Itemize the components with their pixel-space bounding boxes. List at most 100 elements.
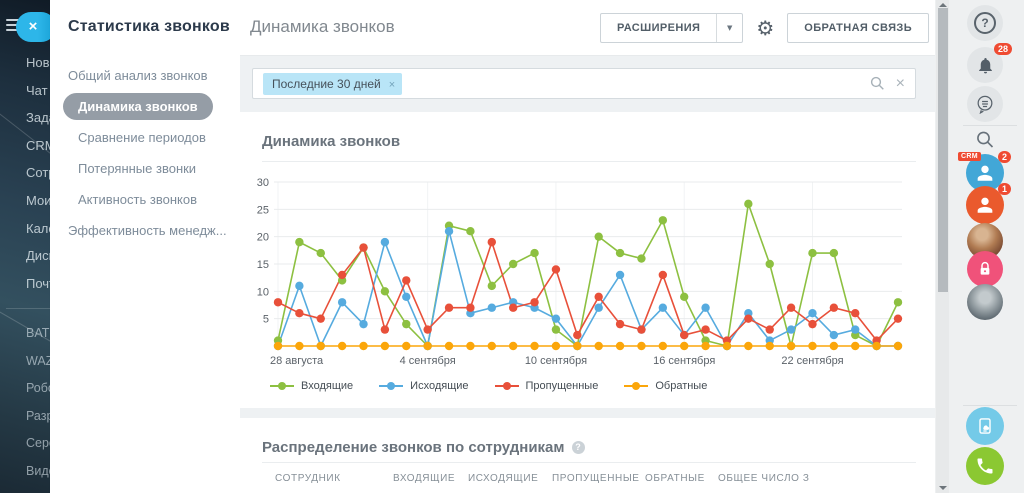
chart-legend: Входящие Исходящие Пропущенные Обратные: [270, 380, 707, 392]
svg-text:10: 10: [257, 286, 269, 298]
svg-text:25: 25: [257, 204, 269, 216]
search-icon[interactable]: [870, 76, 885, 91]
legend-item-missed[interactable]: Пропущенные: [494, 380, 599, 392]
page-header: Динамика звонков РАСШИРЕНИЯ ▼ ⚙ ОБРАТНАЯ…: [240, 0, 935, 56]
column-header-outgoing[interactable]: ИСХОДЯЩИЕ: [468, 473, 539, 484]
nav-item[interactable]: WAZ: [26, 353, 50, 368]
legend-item-outgoing[interactable]: Исходящие: [379, 380, 469, 392]
scroll-up-arrow[interactable]: [939, 3, 947, 7]
chart-title: Динамика звонков: [262, 133, 401, 150]
legend-marker: [624, 382, 649, 390]
svg-text:10 сентября: 10 сентября: [525, 355, 587, 367]
sidebar-item-call-activity[interactable]: Активность звонков: [78, 192, 197, 207]
filter-chip-last-30-days[interactable]: Последние 30 дней ×: [263, 73, 403, 95]
stats-sidebar: Статистика звонков Общий анализ звонков …: [50, 0, 240, 493]
divider: [963, 125, 1017, 126]
clear-filter-icon[interactable]: ×: [895, 74, 905, 92]
phone-icon: [977, 458, 993, 474]
filter-bar[interactable]: Последние 30 дней × ×: [252, 68, 916, 99]
chip-label: Последние 30 дней: [272, 77, 381, 91]
crm-badge: 2: [997, 151, 1011, 163]
device-cloud-icon: [979, 418, 991, 434]
right-toolbar: ? 28: [935, 0, 1024, 493]
nav-item[interactable]: CRM: [26, 137, 50, 153]
column-header-incoming[interactable]: ВХОДЯЩИЕ: [393, 473, 456, 484]
legend-item-callback[interactable]: Обратные: [624, 380, 707, 392]
nav-item[interactable]: Зада: [26, 110, 50, 126]
nav-item[interactable]: Мои: [26, 192, 50, 208]
divider: [262, 462, 916, 463]
sidebar-item-period-comparison[interactable]: Сравнение периодов: [78, 130, 206, 145]
svg-text:30: 30: [257, 177, 269, 189]
nav-item[interactable]: Сере: [26, 436, 50, 451]
divider: [963, 405, 1017, 406]
nav-item[interactable]: Чат: [26, 82, 48, 98]
telephony-button[interactable]: [966, 447, 1004, 485]
extensions-button[interactable]: РАСШИРЕНИЯ ▼: [599, 13, 744, 43]
info-icon[interactable]: ?: [571, 441, 585, 454]
nav-item[interactable]: Почт: [26, 275, 50, 291]
content-area: Последние 30 дней × × Динамика звонков 5 1…: [240, 56, 935, 493]
svg-text:28 августа: 28 августа: [270, 355, 324, 367]
chevron-down-icon[interactable]: ▼: [716, 14, 742, 42]
search-button[interactable]: [976, 130, 995, 154]
nav-item[interactable]: BATC: [26, 326, 50, 340]
secondary-nav: BATC WAZ Робо Разр Сере Виде: [0, 320, 50, 486]
legend-item-incoming[interactable]: Входящие: [270, 380, 353, 392]
main-content: Динамика звонков РАСШИРЕНИЯ ▼ ⚙ ОБРАТНАЯ…: [240, 0, 935, 493]
call-dynamics-line-chart: 5 10 15 20 25 30 28 августа 4 сентября 10 сентяб…: [248, 174, 916, 374]
close-menu-button[interactable]: ×: [16, 12, 50, 42]
locked-user-button[interactable]: [967, 251, 1003, 287]
mobile-app-button[interactable]: [966, 407, 1004, 445]
nav-item[interactable]: Робо: [26, 381, 50, 396]
chat-button[interactable]: [967, 86, 1003, 122]
nav-item[interactable]: Сотр: [26, 165, 50, 181]
question-icon: ?: [974, 12, 996, 34]
svg-text:4 сентября: 4 сентября: [400, 355, 456, 367]
hamburger-menu-icon[interactable]: [6, 19, 24, 33]
nav-item[interactable]: Кале: [26, 220, 50, 236]
scrollbar-track[interactable]: [936, 0, 949, 493]
column-header-callback[interactable]: ОБРАТНЫЕ: [645, 473, 705, 484]
employee-button[interactable]: 1: [966, 183, 1011, 224]
column-header-employee[interactable]: СОТРУДНИК: [275, 473, 341, 484]
user-avatar[interactable]: [967, 284, 1003, 320]
close-icon: ×: [28, 18, 38, 35]
chip-remove-icon[interactable]: ×: [388, 79, 396, 91]
nav-item[interactable]: Нов: [26, 55, 50, 70]
legend-marker: [270, 382, 294, 390]
chart-panel: Динамика звонков 5 10 15 20 25 30 28 августа 4 …: [240, 112, 935, 408]
lock-icon: [980, 261, 990, 275]
distribution-panel: Распределение звонков по сотрудникам? СО…: [240, 418, 935, 493]
nav-item[interactable]: Виде: [26, 463, 50, 478]
person-icon: [977, 197, 993, 213]
legend-marker: [379, 382, 404, 390]
feedback-label: ОБРАТНАЯ СВЯЗЬ: [804, 22, 912, 34]
nav-item[interactable]: Разр: [26, 408, 50, 423]
notifications-button[interactable]: 28: [967, 43, 1012, 83]
sidebar-item-lost-calls[interactable]: Потерянные звонки: [78, 161, 197, 176]
svg-text:16 сентября: 16 сентября: [653, 355, 715, 367]
column-header-missed[interactable]: ПРОПУЩЕННЫЕ: [552, 473, 640, 484]
svg-text:20: 20: [257, 232, 269, 244]
svg-text:5: 5: [263, 314, 269, 326]
help-button[interactable]: ?: [967, 5, 1003, 41]
scrollbar-thumb[interactable]: [938, 8, 948, 292]
avatar-photo: [967, 284, 1003, 320]
legend-label: Входящие: [301, 380, 354, 392]
page-title: Динамика звонков: [250, 17, 395, 36]
left-nav-rail: × Нов Чат Зада CRM Сотр Мои Кале Диск По…: [0, 0, 50, 493]
nav-item[interactable]: Диск: [26, 248, 50, 264]
feedback-button[interactable]: ОБРАТНАЯ СВЯЗЬ: [787, 13, 929, 43]
sidebar-item-general-analysis[interactable]: Общий анализ звонков: [68, 68, 208, 83]
legend-label: Пропущенные: [525, 380, 599, 392]
scroll-down-arrow[interactable]: [939, 486, 947, 490]
column-header-total[interactable]: ОБЩЕЕ ЧИСЛО З: [718, 473, 810, 484]
sidebar-item-call-dynamics[interactable]: Динамика звонков: [63, 93, 213, 120]
gear-icon[interactable]: ⚙: [756, 16, 775, 40]
legend-label: Исходящие: [410, 380, 469, 392]
crm-user-button[interactable]: CRM 2: [958, 151, 1011, 192]
sidebar-item-manager-efficiency[interactable]: Эффективность менедж...: [68, 223, 227, 238]
main-nav: Нов Чат Зада CRM Сотр Мои Кале Диск Почт: [0, 49, 50, 297]
svg-text:15: 15: [257, 259, 269, 271]
